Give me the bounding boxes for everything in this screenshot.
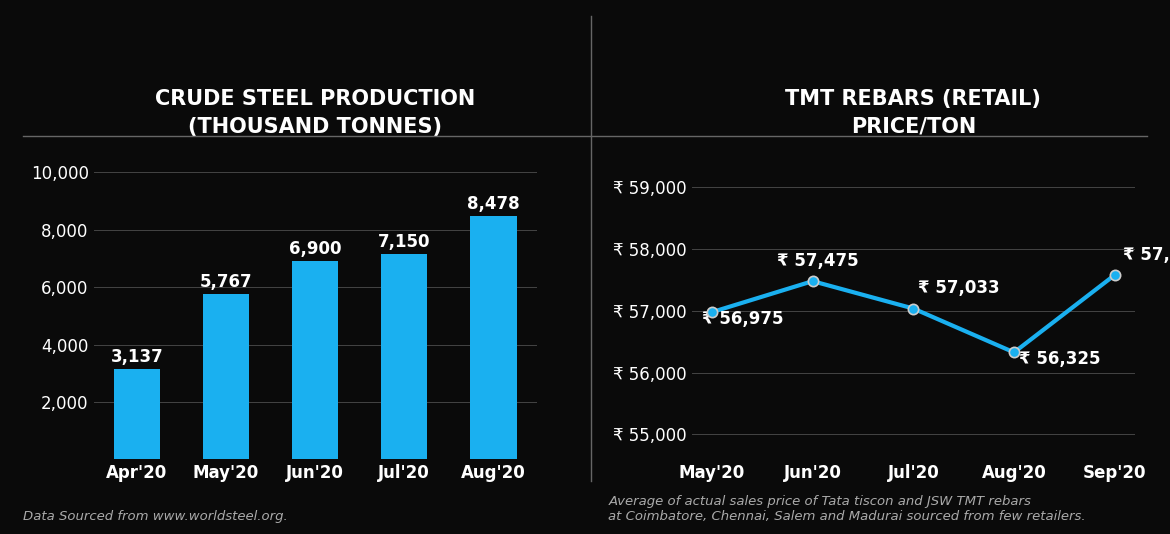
Text: ₹ 56,975: ₹ 56,975 — [702, 310, 784, 327]
Text: 6,900: 6,900 — [289, 240, 342, 258]
Point — [1005, 348, 1024, 357]
Point — [1106, 271, 1124, 279]
Text: Average of actual sales price of Tata tiscon and JSW TMT rebars
at Coimbatore, C: Average of actual sales price of Tata ti… — [608, 496, 1086, 523]
Bar — [113, 370, 160, 459]
Bar — [292, 261, 338, 459]
Title: TMT REBARS (RETAIL)
PRICE/TON: TMT REBARS (RETAIL) PRICE/TON — [785, 89, 1041, 137]
Text: Data Sourced from www.worldsteel.org.: Data Sourced from www.worldsteel.org. — [23, 511, 288, 523]
Text: 3,137: 3,137 — [110, 348, 164, 366]
Text: 7,150: 7,150 — [378, 233, 431, 252]
Bar — [381, 254, 427, 459]
Point — [702, 308, 721, 316]
Text: ₹ 57,033: ₹ 57,033 — [918, 279, 1000, 297]
Point — [804, 277, 823, 285]
Title: CRUDE STEEL PRODUCTION
(THOUSAND TONNES): CRUDE STEEL PRODUCTION (THOUSAND TONNES) — [156, 89, 475, 137]
Text: 5,767: 5,767 — [200, 273, 253, 291]
Bar — [202, 294, 249, 459]
Text: ₹ 56,325: ₹ 56,325 — [1019, 350, 1101, 368]
Text: ₹ 57,475: ₹ 57,475 — [777, 252, 859, 270]
Point — [904, 304, 923, 313]
Bar — [470, 216, 517, 459]
Text: 8,478: 8,478 — [467, 195, 519, 213]
Text: ₹ 57,575: ₹ 57,575 — [1123, 246, 1170, 264]
